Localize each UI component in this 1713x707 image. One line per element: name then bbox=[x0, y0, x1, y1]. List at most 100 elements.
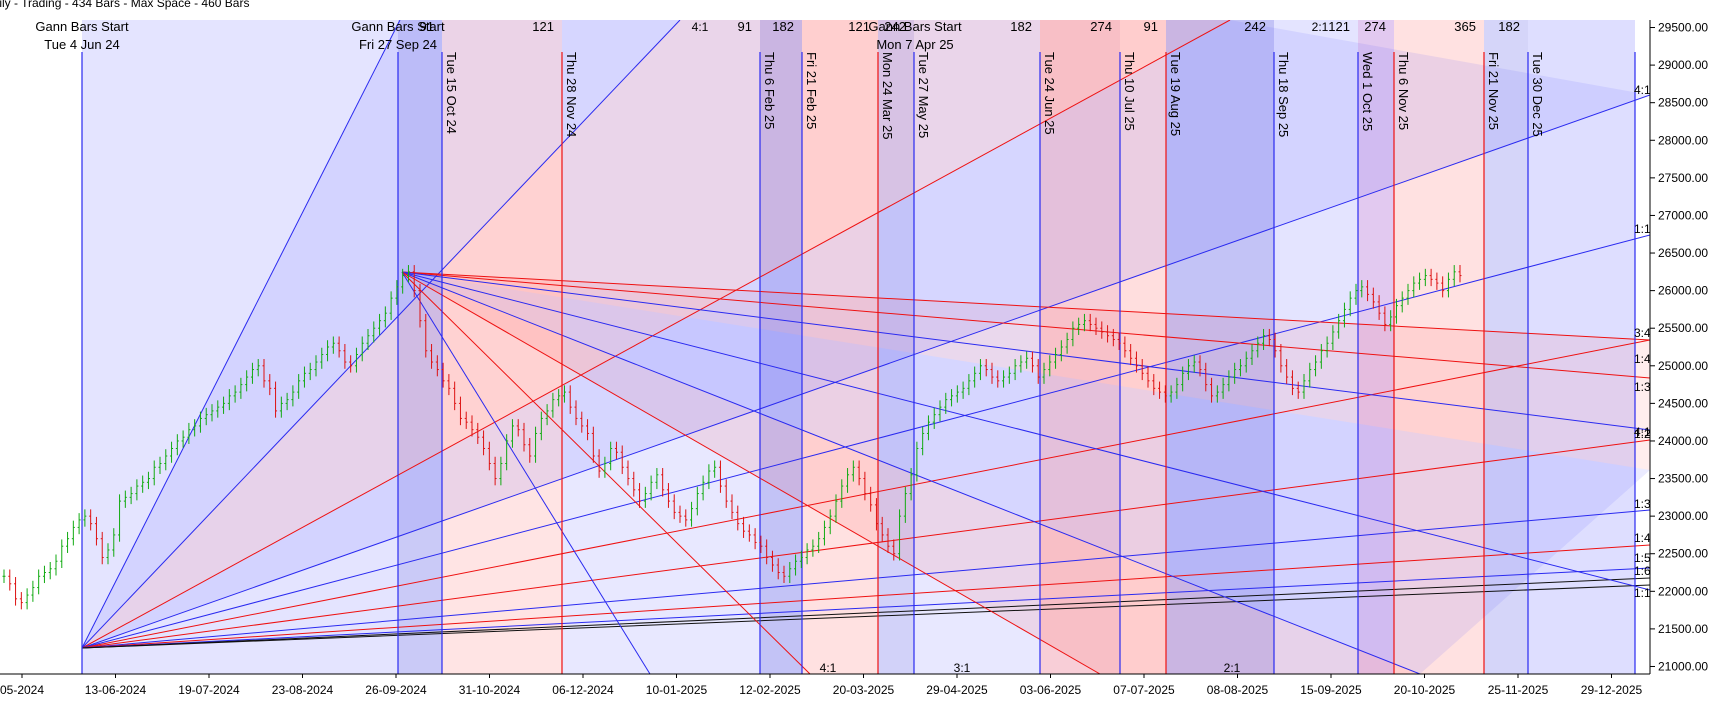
candle bbox=[973, 366, 977, 388]
fan-line bbox=[81, 20, 681, 649]
candle bbox=[83, 509, 87, 527]
candle bbox=[320, 347, 324, 369]
cycle-date-label: Thu 18 Sep 25 bbox=[1276, 52, 1291, 137]
fan-line bbox=[81, 439, 1650, 649]
candle bbox=[765, 539, 769, 565]
candle bbox=[701, 475, 705, 501]
candle bbox=[418, 283, 422, 328]
candle bbox=[614, 441, 618, 460]
fan-ratio-label: 1:4 bbox=[1634, 352, 1651, 366]
candle bbox=[222, 396, 226, 414]
candle bbox=[909, 468, 913, 501]
candle bbox=[1262, 328, 1266, 351]
candle bbox=[586, 419, 590, 441]
fan-line bbox=[81, 509, 1650, 649]
candle bbox=[1279, 343, 1283, 373]
fan-ratio-label: 1:6 bbox=[1634, 564, 1651, 578]
candle bbox=[753, 528, 757, 550]
candle bbox=[1094, 317, 1098, 335]
candle bbox=[245, 370, 249, 392]
candle bbox=[175, 434, 179, 456]
x-tick-label: 31-10-2024 bbox=[459, 683, 521, 697]
candle bbox=[227, 389, 231, 411]
gann-start-title: Gann Bars Start bbox=[351, 19, 445, 34]
cycle-count-label: 91 bbox=[738, 19, 752, 34]
candle bbox=[597, 449, 601, 478]
candle bbox=[349, 355, 353, 373]
candle bbox=[170, 441, 174, 463]
candle bbox=[1406, 283, 1410, 305]
candle bbox=[1210, 377, 1214, 403]
gann-start-title: Gann Bars Start bbox=[868, 19, 962, 34]
candle bbox=[510, 419, 514, 448]
candle bbox=[776, 558, 780, 580]
fan-line bbox=[81, 577, 1650, 649]
candle bbox=[1296, 381, 1300, 399]
candle bbox=[1163, 385, 1167, 403]
candle bbox=[730, 494, 734, 520]
candle bbox=[1342, 302, 1346, 328]
fan-wedge bbox=[402, 272, 1650, 674]
cycle-band bbox=[802, 20, 878, 674]
candle bbox=[782, 565, 786, 584]
candle-layer bbox=[2, 265, 1462, 610]
candle bbox=[655, 468, 659, 490]
cycle-count-label: 242 bbox=[884, 19, 906, 34]
candle bbox=[1106, 325, 1110, 343]
candle bbox=[863, 471, 867, 501]
cycle-date-label: Thu 6 Feb 25 bbox=[762, 52, 777, 129]
cycle-date-label: Tue 15 Oct 24 bbox=[444, 52, 459, 134]
candle bbox=[562, 385, 566, 403]
cycle-band bbox=[1358, 20, 1394, 674]
candle bbox=[1435, 272, 1439, 290]
fan-line bbox=[401, 271, 651, 674]
cycle-date-label: Thu 10 Jul 25 bbox=[1122, 52, 1137, 131]
candle bbox=[331, 336, 335, 354]
candle bbox=[389, 291, 393, 320]
candle bbox=[794, 554, 798, 576]
candle bbox=[54, 554, 58, 576]
y-tick-label: 23500.00 bbox=[1658, 472, 1708, 486]
candle bbox=[1290, 370, 1294, 396]
candle bbox=[672, 494, 676, 520]
y-tick-label: 22000.00 bbox=[1658, 584, 1708, 598]
candle bbox=[337, 336, 341, 358]
candle bbox=[1441, 276, 1445, 298]
candle bbox=[37, 569, 41, 595]
candle bbox=[886, 528, 890, 553]
candle bbox=[718, 460, 722, 493]
candle bbox=[684, 509, 688, 527]
x-tick-label: 26-09-2024 bbox=[365, 683, 427, 697]
candle bbox=[539, 411, 543, 441]
candle bbox=[1117, 332, 1121, 351]
candle bbox=[869, 486, 873, 512]
candle bbox=[118, 494, 122, 542]
candle bbox=[984, 359, 988, 377]
candle bbox=[146, 471, 150, 490]
candle bbox=[1267, 328, 1271, 347]
candle bbox=[1146, 366, 1150, 388]
candle bbox=[1025, 351, 1029, 369]
candle bbox=[383, 306, 387, 328]
candle bbox=[874, 498, 878, 531]
cycle-count-label: 121 bbox=[532, 19, 554, 34]
candle bbox=[66, 531, 70, 553]
candle bbox=[1400, 291, 1404, 313]
candle bbox=[609, 441, 613, 471]
candle bbox=[1423, 268, 1427, 287]
candle bbox=[1186, 359, 1190, 381]
candle bbox=[961, 381, 965, 399]
candle bbox=[435, 355, 439, 377]
line-layer bbox=[81, 20, 1650, 674]
candle bbox=[898, 509, 902, 561]
candle bbox=[1169, 385, 1173, 403]
candle bbox=[430, 343, 434, 369]
candle bbox=[14, 577, 18, 606]
x-tick-label: 23-08-2024 bbox=[272, 683, 334, 697]
candle bbox=[505, 434, 509, 471]
y-tick-label: 28500.00 bbox=[1658, 96, 1708, 110]
candle bbox=[1158, 381, 1162, 399]
candle bbox=[707, 464, 711, 490]
candle bbox=[534, 426, 538, 463]
